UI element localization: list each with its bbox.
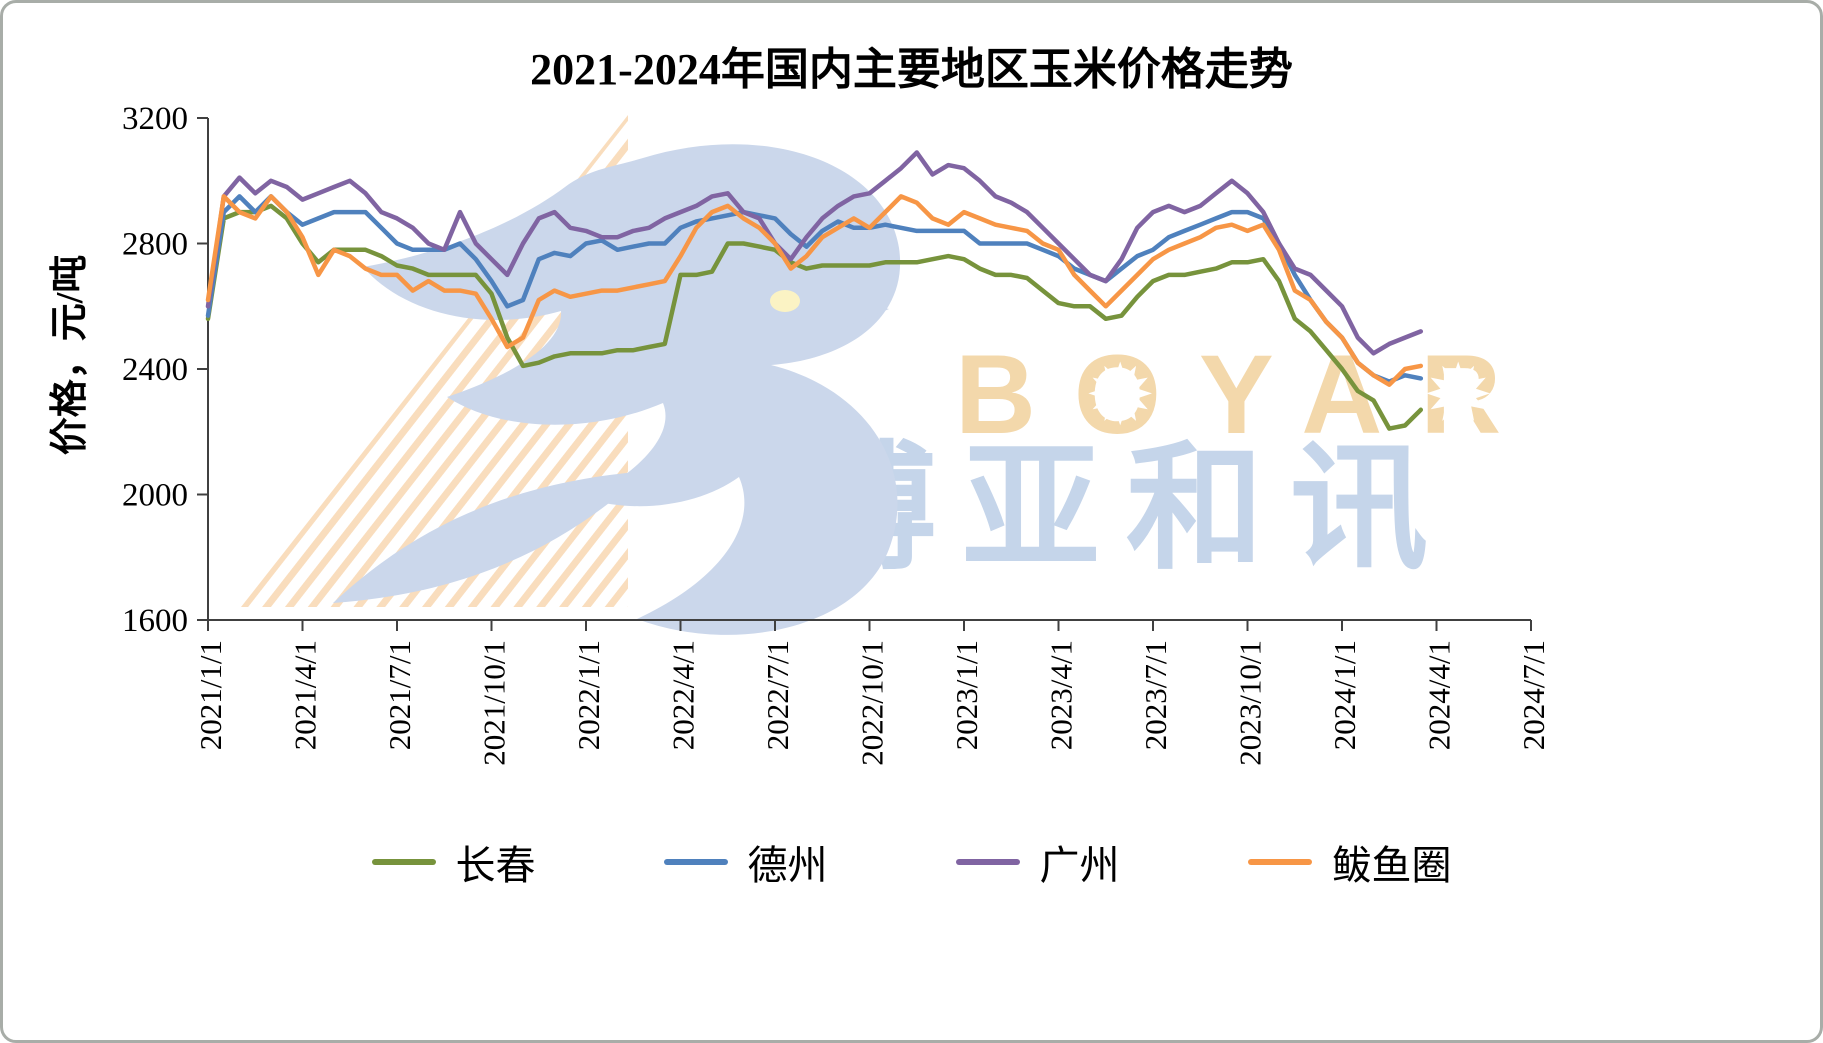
legend-item-bayuquan: 鲅鱼圈 [1247,833,1452,891]
legend-label-dezhou: 德州 [747,843,828,888]
legend-swatch-dezhou [663,859,728,865]
x-tick-label: 2023/1/1 [949,640,984,750]
x-tick-label: 2024/7/1 [1516,640,1551,750]
legend-label-guangzhou: 广州 [1039,843,1120,888]
series-line-2 [205,150,1424,356]
legend-label-changchun: 长春 [455,843,536,888]
legend-swatch-changchun [371,859,436,865]
series-line-3 [205,194,1424,387]
series-line-1 [205,194,1424,384]
watermark-bird-wing [333,471,647,603]
watermark-brand-cjk: 博亚和讯 [798,433,1455,586]
sunburst-icon: ✹ [1085,348,1156,442]
watermark-bird-beak [841,299,889,329]
x-tick-label: 2021/7/1 [382,640,417,750]
legend-item-dezhou: 德州 [663,833,828,891]
y-tick-label: 2400 [122,352,188,388]
y-tick-label: 3200 [122,101,188,137]
watermark-bird-eye [770,290,800,312]
sunburst-icon: ✹ [1423,348,1494,442]
y-tick-label: 2000 [122,478,188,514]
y-tick-label: 2800 [122,227,188,263]
plot-area: 1600 2000 2400 2800 3200 2021/1/1 2021/4/1 2021… [122,101,1551,766]
watermark-graphics [241,115,901,635]
legend-swatch-bayuquan [1247,859,1312,865]
x-tick-label: 2022/4/1 [666,640,701,750]
series-line-0 [205,203,1424,431]
x-tick-label: 2022/10/1 [855,640,890,766]
legend: 长春 德州 广州 鲅鱼圈 [3,833,1820,891]
x-tick-label: 2023/10/1 [1233,640,1268,766]
x-tick-label: 2023/7/1 [1138,640,1173,750]
chart-title: 2021-2024年国内主要地区玉米价格走势 [530,45,1293,94]
x-tick-label: 2024/1/1 [1327,640,1362,750]
legend-label-bayuquan: 鲅鱼圈 [1331,843,1452,888]
legend-item-guangzhou: 广州 [955,833,1120,891]
x-tick-label: 2022/1/1 [571,640,606,750]
x-tick-label: 2023/4/1 [1044,640,1079,750]
x-tick-label: 2021/4/1 [288,640,323,750]
y-axis-title: 价格，元/吨 [49,254,91,456]
y-tick-label: 1600 [122,603,188,639]
watermark-layer: BOYAR ✹ ✹ 博亚和讯 [3,3,1820,1040]
x-tick-label: 2021/10/1 [477,640,512,766]
x-tick-label: 2024/4/1 [1422,640,1457,750]
watermark-brand-latin: BOYAR [955,332,1540,457]
x-tick-label: 2022/7/1 [760,640,795,750]
legend-item-changchun: 长春 [371,833,536,891]
x-tick-label: 2021/1/1 [193,640,228,750]
legend-swatch-guangzhou [955,859,1020,865]
